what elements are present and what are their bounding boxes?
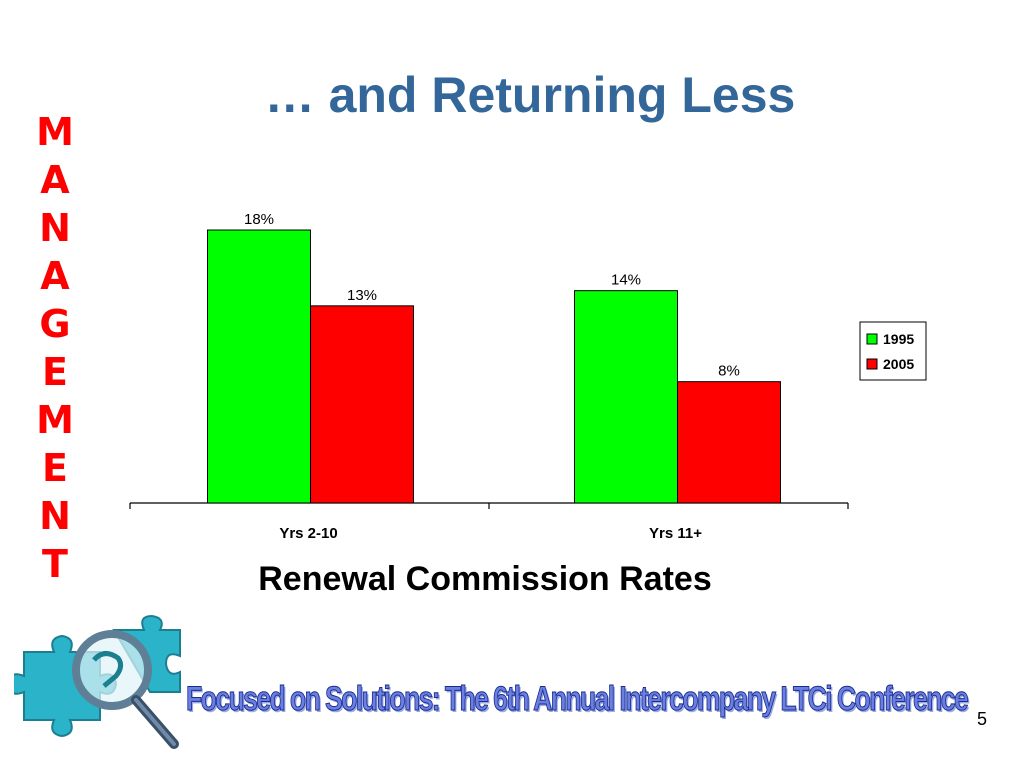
bar-2005-yrs-2-10 xyxy=(310,305,414,504)
side-letter: G xyxy=(39,302,71,346)
data-label: 18% xyxy=(244,211,274,228)
side-letter: A xyxy=(40,254,70,298)
puzzle-magnifier-logo-icon xyxy=(14,614,181,749)
legend-box xyxy=(859,321,927,381)
legend-swatch-2005 xyxy=(866,358,878,370)
chart-title: Renewal Commission Rates xyxy=(258,560,712,598)
slide-title: … and Returning Less xyxy=(264,67,796,123)
bar-2005-yrs-11- xyxy=(677,381,781,504)
side-letter: N xyxy=(39,494,71,538)
x-tick-label: Yrs 11+ xyxy=(649,525,702,542)
bar-1995-yrs-11- xyxy=(574,290,678,504)
side-letter: M xyxy=(36,398,74,442)
data-label: 14% xyxy=(611,272,641,289)
side-letter: T xyxy=(42,542,68,586)
side-letter: N xyxy=(39,206,71,250)
legend-label-1995: 1995 xyxy=(883,331,914,347)
x-tick-label: Yrs 2-10 xyxy=(279,525,337,542)
legend-label-2005: 2005 xyxy=(883,356,914,372)
bar-1995-yrs-2-10 xyxy=(207,229,311,504)
bar-chart: 18% 13% Yrs 2-10 14% 8% Yrs 11+ 1995 2005 xyxy=(129,211,927,542)
side-letter: A xyxy=(40,158,70,202)
conference-footer: Focused on Solutions: The 6th Annual Int… xyxy=(186,680,970,719)
data-label: 13% xyxy=(347,287,377,304)
side-letter: E xyxy=(42,350,68,394)
side-letter: E xyxy=(42,446,68,490)
legend-swatch-1995 xyxy=(866,333,878,345)
data-label: 8% xyxy=(718,363,740,380)
page-number: 5 xyxy=(977,709,988,729)
side-letter: M xyxy=(36,110,74,154)
